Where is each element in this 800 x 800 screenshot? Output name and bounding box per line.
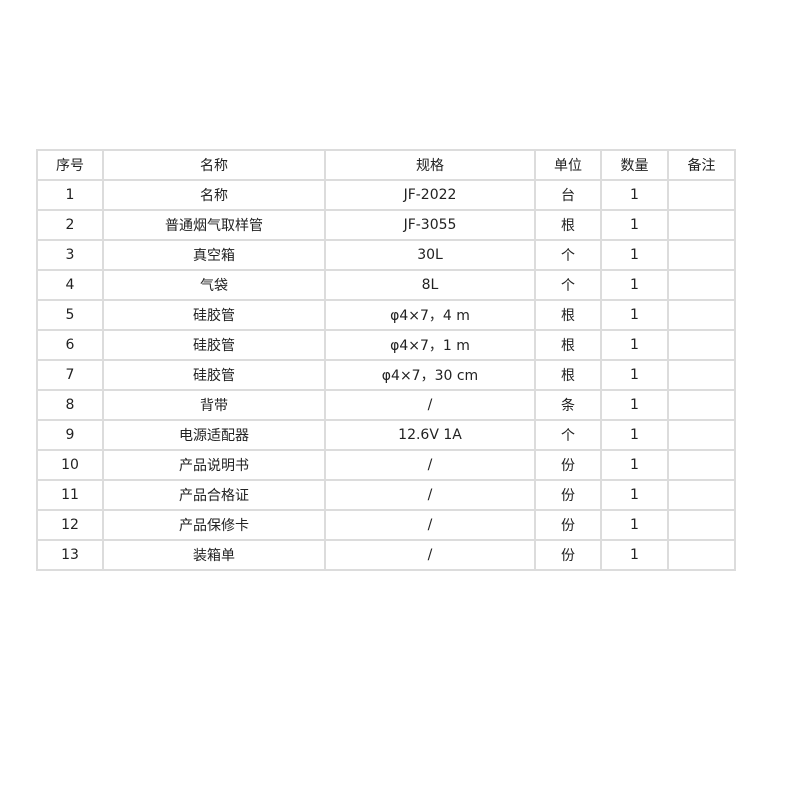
cell-quantity: 1	[600, 509, 669, 541]
cell-unit: 份	[534, 479, 602, 511]
cell-index: 13	[36, 539, 104, 571]
table-row: 8 背带 / 条 1	[36, 389, 736, 421]
cell-quantity: 1	[600, 419, 669, 451]
cell-unit: 台	[534, 179, 602, 211]
cell-unit: 根	[534, 329, 602, 361]
cell-index: 7	[36, 359, 104, 391]
cell-name: 电源适配器	[102, 419, 326, 451]
cell-remarks	[667, 239, 736, 271]
cell-spec: JF-2022	[324, 179, 536, 211]
cell-name: 普通烟气取样管	[102, 209, 326, 241]
cell-index: 9	[36, 419, 104, 451]
cell-remarks	[667, 539, 736, 571]
cell-spec: /	[324, 449, 536, 481]
cell-spec: φ4×7，1 m	[324, 329, 536, 361]
cell-quantity: 1	[600, 239, 669, 271]
cell-unit: 个	[534, 269, 602, 301]
cell-spec: 8L	[324, 269, 536, 301]
cell-name: 背带	[102, 389, 326, 421]
cell-spec: 12.6V 1A	[324, 419, 536, 451]
cell-spec: /	[324, 509, 536, 541]
cell-remarks	[667, 509, 736, 541]
cell-index: 8	[36, 389, 104, 421]
cell-spec: /	[324, 539, 536, 571]
cell-spec: /	[324, 479, 536, 511]
cell-name: 产品保修卡	[102, 509, 326, 541]
cell-name: 气袋	[102, 269, 326, 301]
cell-quantity: 1	[600, 329, 669, 361]
cell-name: 产品合格证	[102, 479, 326, 511]
cell-remarks	[667, 329, 736, 361]
table-row: 11 产品合格证 / 份 1	[36, 479, 736, 511]
cell-unit: 份	[534, 449, 602, 481]
cell-index: 12	[36, 509, 104, 541]
packing-list-table: 序号 名称 规格 单位 数量 备注 1 名称 JF-2022 台 1 2 普通烟气取样管 JF…	[36, 149, 736, 571]
header-row: 序号 名称 规格 单位 数量 备注	[36, 149, 736, 181]
header-quantity: 数量	[600, 149, 669, 181]
cell-name: 硅胶管	[102, 299, 326, 331]
cell-unit: 根	[534, 299, 602, 331]
cell-spec: 30L	[324, 239, 536, 271]
table-row: 9 电源适配器 12.6V 1A 个 1	[36, 419, 736, 451]
cell-unit: 条	[534, 389, 602, 421]
cell-quantity: 1	[600, 359, 669, 391]
cell-unit: 份	[534, 539, 602, 571]
table-row: 10 产品说明书 / 份 1	[36, 449, 736, 481]
cell-remarks	[667, 179, 736, 211]
cell-unit: 根	[534, 359, 602, 391]
header-unit: 单位	[534, 149, 602, 181]
cell-index: 10	[36, 449, 104, 481]
cell-name: 名称	[102, 179, 326, 211]
cell-quantity: 1	[600, 479, 669, 511]
cell-index: 3	[36, 239, 104, 271]
cell-index: 1	[36, 179, 104, 211]
table-row: 13 装箱单 / 份 1	[36, 539, 736, 571]
header-name: 名称	[102, 149, 326, 181]
cell-name: 真空箱	[102, 239, 326, 271]
cell-unit: 个	[534, 239, 602, 271]
cell-quantity: 1	[600, 389, 669, 421]
cell-remarks	[667, 299, 736, 331]
cell-unit: 个	[534, 419, 602, 451]
cell-remarks	[667, 359, 736, 391]
table-row: 3 真空箱 30L 个 1	[36, 239, 736, 271]
cell-name: 产品说明书	[102, 449, 326, 481]
cell-remarks	[667, 479, 736, 511]
cell-index: 2	[36, 209, 104, 241]
cell-quantity: 1	[600, 209, 669, 241]
cell-name: 硅胶管	[102, 329, 326, 361]
header-index: 序号	[36, 149, 104, 181]
header-remarks: 备注	[667, 149, 736, 181]
cell-quantity: 1	[600, 269, 669, 301]
cell-quantity: 1	[600, 179, 669, 211]
cell-spec: φ4×7，30 cm	[324, 359, 536, 391]
cell-quantity: 1	[600, 539, 669, 571]
cell-index: 11	[36, 479, 104, 511]
cell-remarks	[667, 209, 736, 241]
table-row: 1 名称 JF-2022 台 1	[36, 179, 736, 211]
cell-unit: 份	[534, 509, 602, 541]
cell-spec: JF-3055	[324, 209, 536, 241]
cell-quantity: 1	[600, 449, 669, 481]
cell-index: 6	[36, 329, 104, 361]
table-row: 4 气袋 8L 个 1	[36, 269, 736, 301]
table-row: 7 硅胶管 φ4×7，30 cm 根 1	[36, 359, 736, 391]
cell-remarks	[667, 389, 736, 421]
cell-spec: /	[324, 389, 536, 421]
table-row: 2 普通烟气取样管 JF-3055 根 1	[36, 209, 736, 241]
cell-remarks	[667, 419, 736, 451]
cell-remarks	[667, 269, 736, 301]
cell-spec: φ4×7，4 m	[324, 299, 536, 331]
cell-name: 硅胶管	[102, 359, 326, 391]
cell-unit: 根	[534, 209, 602, 241]
cell-index: 5	[36, 299, 104, 331]
cell-index: 4	[36, 269, 104, 301]
table-row: 12 产品保修卡 / 份 1	[36, 509, 736, 541]
header-spec: 规格	[324, 149, 536, 181]
cell-remarks	[667, 449, 736, 481]
cell-name: 装箱单	[102, 539, 326, 571]
cell-quantity: 1	[600, 299, 669, 331]
